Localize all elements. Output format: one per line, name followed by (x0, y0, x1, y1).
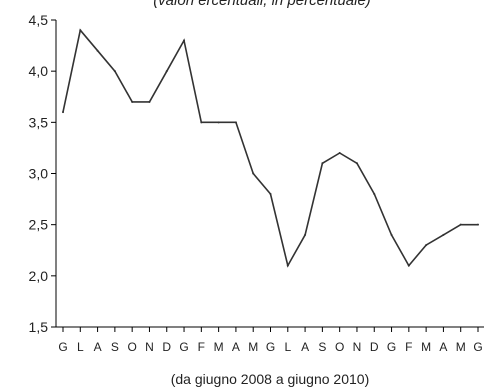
data-point (183, 39, 186, 42)
data-point (113, 70, 116, 73)
x-tick-label: D (370, 340, 379, 354)
x-tick-label: O (335, 340, 344, 354)
x-tick-label: O (127, 340, 136, 354)
x-tick-label: G (179, 340, 188, 354)
data-point (355, 162, 358, 165)
series-line (62, 28, 478, 268)
data-point (304, 233, 307, 236)
data-point (373, 192, 376, 195)
x-tick-label: A (94, 340, 102, 354)
data-point (217, 121, 220, 124)
data-point (131, 100, 134, 103)
data-point (425, 244, 428, 247)
data-point (442, 233, 445, 236)
x-tick-label: S (318, 340, 326, 354)
data-point (165, 70, 168, 73)
x-tick-label: M (421, 340, 431, 354)
data-point (62, 111, 64, 114)
x-axis-title: (da giugno 2008 a giugno 2010) (171, 371, 370, 387)
x-tick-label: F (405, 340, 412, 354)
x-tick-label: G (266, 340, 275, 354)
x-tick-label: L (77, 340, 84, 354)
data-point (321, 162, 324, 165)
x-tick-label: G (473, 340, 482, 354)
data-point (286, 264, 289, 267)
y-tick-label: 3,5 (29, 114, 49, 130)
data-point (477, 223, 479, 226)
data-point (252, 172, 255, 175)
x-tick-label: N (353, 340, 362, 354)
y-tick-label: 1,5 (29, 319, 49, 335)
data-point (390, 233, 393, 236)
data-point (407, 264, 410, 267)
x-tick-label: M (456, 340, 466, 354)
y-tick-label: 2,0 (29, 268, 49, 284)
x-tick-label: M (248, 340, 258, 354)
data-point (96, 49, 99, 52)
data-point (200, 121, 203, 124)
data-point (234, 121, 237, 124)
x-tick-label: S (111, 340, 119, 354)
x-tick-label: L (284, 340, 291, 354)
x-tick-label: A (301, 340, 309, 354)
chart-title: (valori ercentuali, in percentuale) (153, 0, 371, 9)
y-tick-label: 2,5 (29, 217, 49, 233)
y-tick-label: 4,0 (29, 63, 49, 79)
y-tick-label: 3,0 (29, 166, 49, 182)
x-tick-label: A (439, 340, 447, 354)
y-tick-label: 4,5 (29, 12, 49, 28)
x-tick-label: G (387, 340, 396, 354)
x-tick-label: F (198, 340, 205, 354)
data-point (79, 29, 82, 32)
y-axis: 1,5 2,0 2,5 3,0 3,5 4,0 4,5 (29, 12, 57, 335)
series-layer (62, 28, 479, 268)
data-point (459, 223, 462, 226)
data-point (269, 192, 272, 195)
x-tick-label: G (58, 340, 67, 354)
data-point (148, 100, 151, 103)
x-tick-label: D (162, 340, 171, 354)
x-tick-label: M (214, 340, 224, 354)
x-tick-label: A (232, 340, 240, 354)
x-tick-label: N (145, 340, 154, 354)
data-point (338, 152, 341, 155)
